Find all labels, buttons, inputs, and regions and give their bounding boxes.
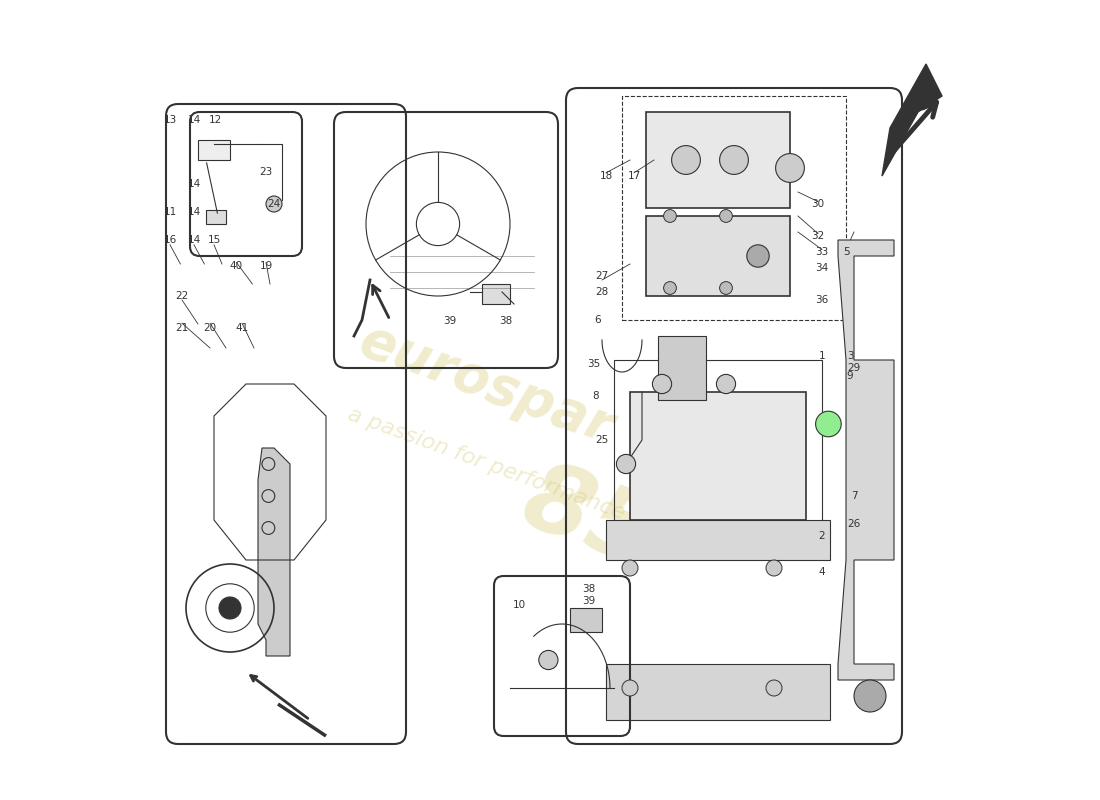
Text: 16: 16 — [164, 235, 177, 245]
Text: 6: 6 — [595, 315, 602, 325]
Text: 14: 14 — [187, 207, 200, 217]
Polygon shape — [258, 448, 290, 656]
Text: 38: 38 — [499, 316, 513, 326]
Text: 8: 8 — [592, 391, 598, 401]
Circle shape — [621, 680, 638, 696]
Circle shape — [672, 146, 701, 174]
Polygon shape — [882, 64, 942, 176]
Text: 11: 11 — [164, 207, 177, 217]
Text: 12: 12 — [209, 115, 222, 125]
Text: 20: 20 — [204, 323, 217, 333]
Text: 25: 25 — [595, 435, 608, 445]
Circle shape — [262, 522, 275, 534]
Circle shape — [716, 374, 736, 394]
Text: 4: 4 — [818, 567, 825, 577]
Text: 5: 5 — [843, 247, 849, 257]
Bar — [614, 360, 822, 536]
Text: 35: 35 — [587, 359, 601, 369]
Text: 39: 39 — [443, 316, 456, 326]
Text: 38: 38 — [582, 584, 595, 594]
Bar — [658, 336, 706, 400]
Text: 32: 32 — [812, 231, 825, 241]
Text: 1: 1 — [818, 351, 825, 361]
Text: 14: 14 — [187, 115, 200, 125]
Circle shape — [719, 146, 748, 174]
Text: 14: 14 — [187, 235, 200, 245]
Circle shape — [219, 597, 241, 619]
Circle shape — [663, 210, 676, 222]
Circle shape — [815, 411, 842, 437]
Text: 15: 15 — [208, 235, 221, 245]
Circle shape — [262, 458, 275, 470]
Bar — [646, 112, 790, 208]
Text: 19: 19 — [260, 261, 273, 270]
Circle shape — [621, 560, 638, 576]
Text: a passion for performance: a passion for performance — [344, 405, 627, 523]
Circle shape — [266, 196, 282, 212]
Circle shape — [766, 560, 782, 576]
Circle shape — [766, 680, 782, 696]
Bar — [482, 284, 510, 304]
Text: 2: 2 — [818, 531, 825, 541]
Text: 7: 7 — [850, 491, 857, 501]
Bar — [206, 210, 225, 224]
Bar — [606, 520, 830, 560]
Text: 17: 17 — [627, 171, 640, 181]
Text: 22: 22 — [175, 291, 188, 301]
Bar — [606, 664, 830, 720]
Circle shape — [616, 454, 636, 474]
Text: 27: 27 — [595, 271, 608, 281]
Text: 23: 23 — [260, 167, 273, 177]
Text: 10: 10 — [513, 600, 526, 610]
Circle shape — [663, 282, 676, 294]
Text: 26: 26 — [847, 519, 860, 529]
Text: 3: 3 — [847, 351, 854, 361]
Circle shape — [854, 680, 886, 712]
Text: 28: 28 — [595, 287, 608, 297]
Circle shape — [719, 210, 733, 222]
Text: 24: 24 — [267, 199, 280, 209]
Text: 9: 9 — [847, 371, 854, 381]
Circle shape — [747, 245, 769, 267]
Text: 41: 41 — [235, 323, 249, 333]
Circle shape — [652, 374, 672, 394]
Text: 40: 40 — [230, 261, 243, 270]
Text: 14: 14 — [187, 179, 200, 189]
Circle shape — [262, 490, 275, 502]
Text: 34: 34 — [815, 263, 828, 273]
Polygon shape — [838, 240, 894, 680]
Text: 29: 29 — [847, 363, 860, 373]
Text: 33: 33 — [815, 247, 828, 257]
Bar — [198, 140, 230, 160]
Text: 39: 39 — [582, 596, 595, 606]
Bar — [621, 96, 846, 320]
Circle shape — [776, 154, 804, 182]
Bar — [646, 216, 790, 296]
Text: 85: 85 — [510, 453, 670, 587]
Text: 13: 13 — [164, 115, 177, 125]
Circle shape — [539, 650, 558, 670]
Text: 18: 18 — [600, 171, 613, 181]
Text: 30: 30 — [812, 199, 825, 209]
Text: 36: 36 — [815, 295, 828, 305]
Text: 21: 21 — [175, 323, 188, 333]
Bar — [630, 392, 806, 520]
Bar — [570, 608, 602, 632]
Text: eurospar: eurospar — [352, 314, 620, 454]
Circle shape — [719, 282, 733, 294]
